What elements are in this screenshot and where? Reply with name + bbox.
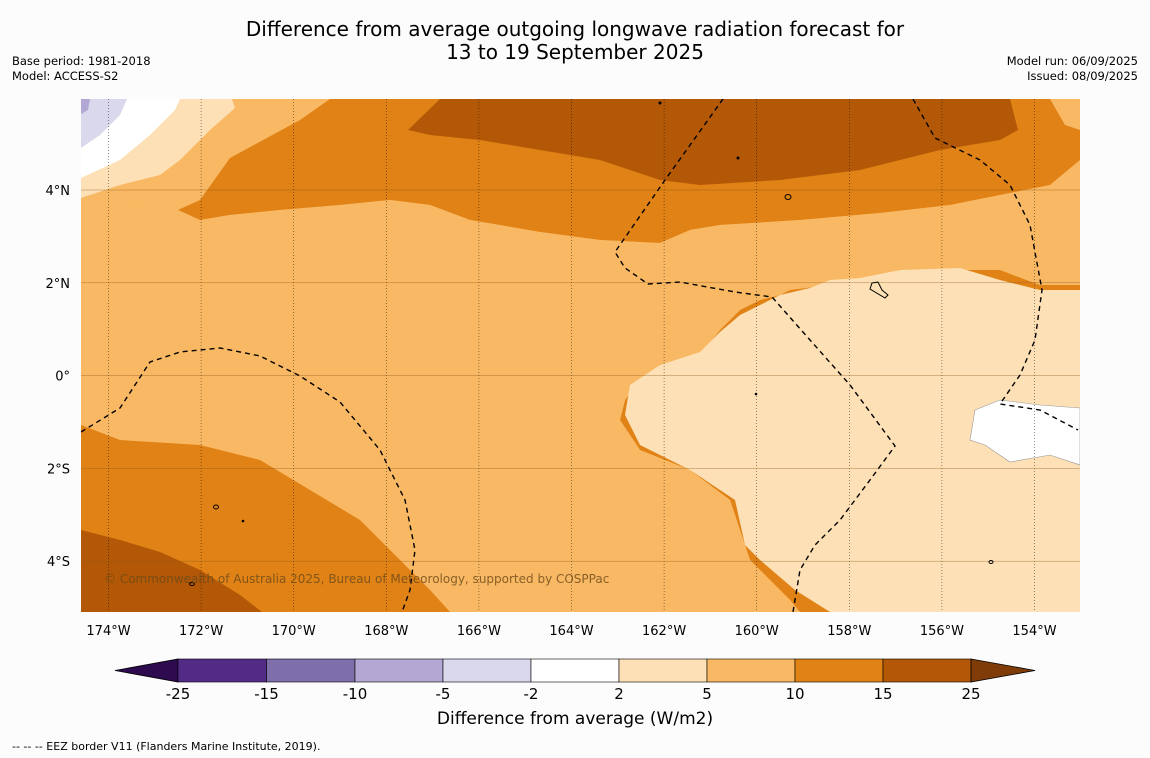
model-name: Model: ACCESS-S2 (12, 69, 119, 83)
colorbar-tick-label: -25 (166, 685, 191, 703)
island (754, 392, 758, 396)
longitude-tick-label: 156°W (920, 624, 964, 639)
map-title: Difference from average outgoing longwav… (0, 18, 1150, 64)
colorbar-swatch (442, 658, 532, 683)
colorbar-extend-low (114, 658, 179, 683)
eez-border-central (614, 99, 896, 612)
colorbar-tick-label: -5 (436, 685, 451, 703)
colorbar-tick-label: -2 (524, 685, 539, 703)
colorbar: -25 -15 -10 -5 -2 2 5 10 15 25 (114, 658, 1036, 703)
gridlines (81, 99, 1080, 612)
title-line-1: Difference from average outgoing longwav… (245, 17, 905, 41)
issued-date: Issued: 08/09/2025 (1027, 69, 1138, 83)
colorbar-extend-high (970, 658, 1036, 683)
colorbar-title: Difference from average (W/m2) (436, 709, 714, 729)
colorbar-swatch (266, 658, 356, 683)
island (189, 582, 195, 586)
latitude-tick-label: 4°S (47, 555, 70, 570)
longitude-tick-label: 174°W (86, 624, 130, 639)
eez-border-east (912, 99, 1079, 431)
latitude-tick-label: 0° (55, 370, 70, 385)
fill-neg-2-5-northwest (81, 99, 127, 148)
island (213, 504, 219, 510)
latitude-tick-label: 2°S (47, 462, 70, 477)
colorbar-swatch (177, 658, 267, 683)
fill-15-25-north (408, 99, 1018, 185)
colorbar-tick-label: 25 (961, 685, 980, 703)
islands (189, 101, 994, 586)
longitude-tick-label: 164°W (549, 624, 593, 639)
latitude-labels: 4°N 2°N 0° 2°S 4°S (46, 184, 71, 570)
eez-border-west (81, 347, 416, 612)
fill-neg-5-10-northwest (81, 99, 90, 114)
contour-fills (81, 99, 1080, 612)
colorbar-tick-label: -10 (343, 685, 368, 703)
longitude-tick-label: 170°W (272, 624, 316, 639)
island (784, 194, 792, 200)
fill-5-10-central (81, 160, 1080, 612)
colorbar-swatch (530, 658, 620, 683)
fill-15-25-southwest (81, 530, 262, 612)
title-line-2: 13 to 19 September 2025 (446, 40, 704, 64)
longitude-labels: 174°W 172°W 170°W 168°W 166°W 164°W 162°W 160°W… (86, 624, 1056, 639)
colorbar-swatch (882, 658, 972, 683)
colorbar-swatch (618, 658, 708, 683)
longitude-tick-label: 166°W (457, 624, 501, 639)
longitude-tick-label: 172°W (179, 624, 223, 639)
island (736, 156, 740, 160)
island-kiritimati (869, 281, 889, 299)
colorbar-tick-label: 10 (785, 685, 804, 703)
eez-borders (81, 99, 1079, 612)
colorbar-tick-label: 2 (614, 685, 624, 703)
longitude-tick-label: 162°W (642, 624, 686, 639)
longitude-tick-label: 154°W (1012, 624, 1056, 639)
longitude-tick-label: 168°W (364, 624, 408, 639)
fill-neutral-east (969, 399, 1080, 466)
island (658, 101, 662, 105)
fill-2-5-east (625, 268, 1080, 612)
copyright-notice: © Commonwealth of Australia 2025, Bureau… (104, 572, 610, 586)
meta-right: Model run: 06/09/2025 Issued: 08/09/2025 (1007, 54, 1138, 84)
longitude-tick-label: 160°W (735, 624, 779, 639)
model-run: Model run: 06/09/2025 (1006, 54, 1138, 68)
colorbar-tick-label: -15 (254, 685, 279, 703)
meta-left: Base period: 1981-2018 Model: ACCESS-S2 (12, 54, 151, 84)
latitude-tick-label: 2°N (46, 277, 71, 292)
island (988, 560, 994, 564)
island (241, 519, 245, 523)
latitude-tick-label: 4°N (46, 184, 71, 199)
longitude-tick-label: 158°W (827, 624, 871, 639)
eez-legend-note: -- -- -- EEZ border V11 (Flanders Marine… (12, 740, 321, 753)
colorbar-swatch (354, 658, 444, 683)
colorbar-swatch (794, 658, 884, 683)
colorbar-tick-label: 5 (702, 685, 712, 703)
colorbar-swatch (706, 658, 796, 683)
colorbar-tick-label: 15 (873, 685, 892, 703)
base-period: Base period: 1981-2018 (12, 54, 151, 68)
fill-5-10-northeast (1050, 99, 1080, 130)
